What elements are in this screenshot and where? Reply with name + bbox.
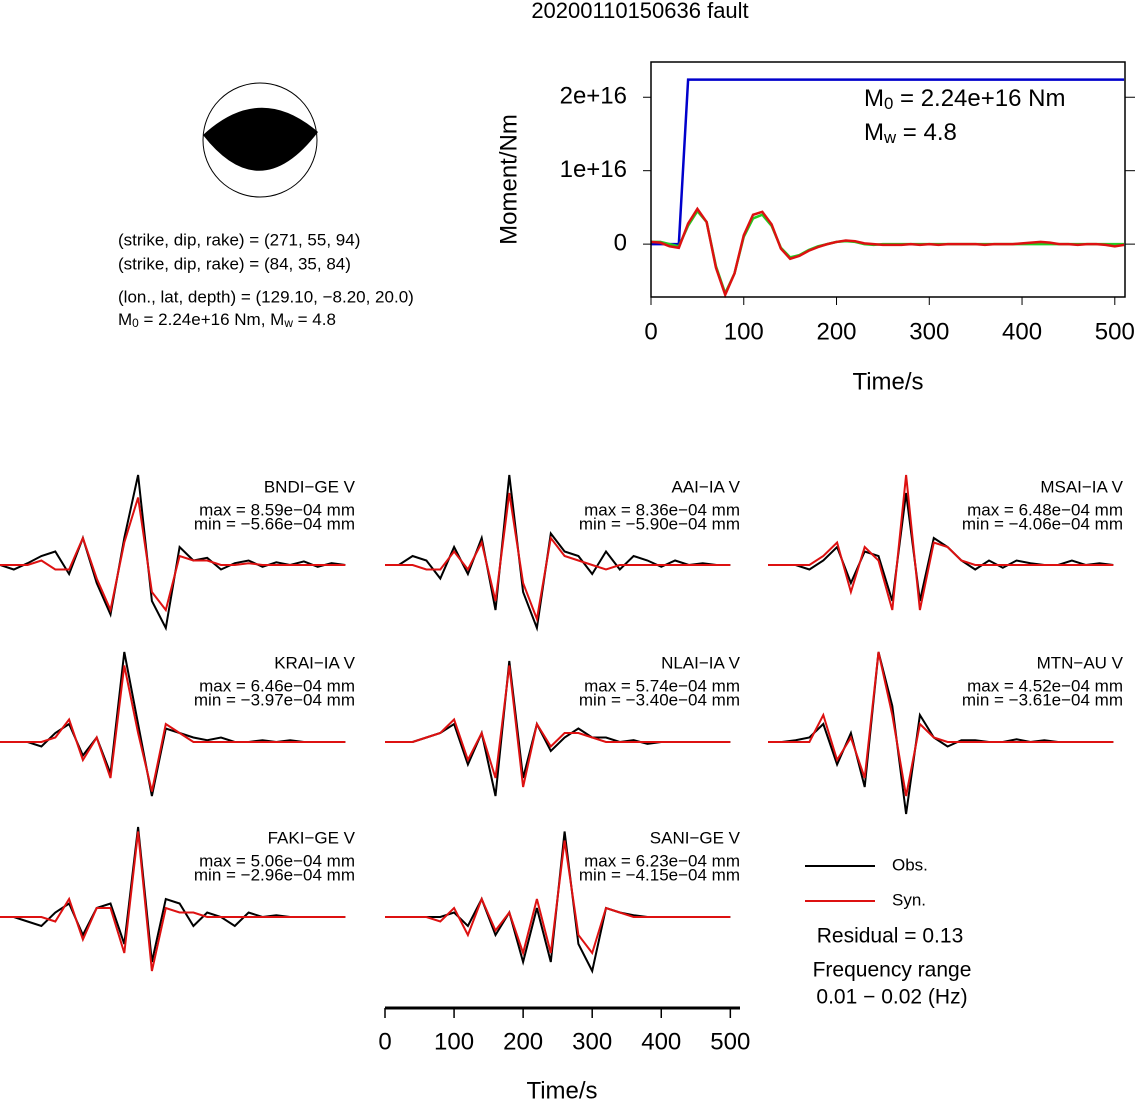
synthetic-trace: [385, 665, 731, 788]
text-part: = 4.8: [293, 310, 336, 329]
x-tick-label: 300: [909, 318, 949, 345]
text-part: M: [864, 85, 884, 112]
location: (lon., lat, depth) = (129.10, −8.20, 20.…: [118, 287, 414, 306]
min-label: min = −3.97e−04 mm: [194, 690, 355, 709]
legend-label: Obs.: [892, 855, 928, 874]
station-name: NLAI−IA V: [661, 653, 741, 672]
text-part: = 4.8: [896, 119, 957, 146]
x-axis-label: Time/s: [852, 368, 923, 395]
x-axis-label: Time/s: [526, 1077, 597, 1104]
station-name: BNDI−GE V: [264, 477, 356, 496]
x-tick-label: 200: [816, 318, 856, 345]
residual: Residual = 0.13: [817, 925, 964, 948]
frequency-range: 0.01 − 0.02 (Hz): [816, 986, 967, 1009]
x-tick-label: 200: [503, 1028, 543, 1055]
x-tick-label: 0: [644, 318, 657, 345]
figure-title: 20200110150636 fault: [531, 0, 748, 23]
observed-trace: [385, 474, 731, 632]
min-label: min = −5.66e−04 mm: [194, 514, 355, 533]
max-label: max = 8.59e−04 mm: [199, 500, 355, 519]
plane-2: (strike, dip, rake) = (84, 35, 84): [118, 254, 351, 273]
min-label: min = −3.40e−04 mm: [579, 690, 740, 709]
max-label: max = 5.74e−04 mm: [584, 676, 740, 695]
y-tick-label: 0: [614, 229, 627, 256]
subscript: 0: [884, 94, 893, 113]
max-label: max = 4.52e−04 mm: [967, 676, 1123, 695]
annotation: M0 = 2.24e+16 Nm: [864, 85, 1065, 112]
annotation: Mw = 4.8: [864, 119, 957, 146]
synthetic-trace: [768, 474, 1114, 611]
max-label: max = 6.23e−04 mm: [584, 851, 740, 870]
x-tick-label: 100: [724, 318, 764, 345]
min-label: min = −2.96e−04 mm: [194, 865, 355, 884]
observed-trace: [0, 651, 346, 797]
max-label: max = 6.48e−04 mm: [967, 500, 1123, 519]
plot-frame: [650, 61, 1126, 298]
station-name: KRAI−IA V: [274, 653, 355, 672]
synthetic-trace: [0, 831, 346, 972]
min-label: min = −3.61e−04 mm: [962, 690, 1123, 709]
x-tick-label: 100: [434, 1028, 474, 1055]
min-label: min = −4.06e−04 mm: [962, 514, 1123, 533]
station-name: AAI−IA V: [671, 477, 740, 496]
max-label: max = 8.36e−04 mm: [584, 500, 740, 519]
station-name: MSAI−IA V: [1040, 477, 1123, 496]
observed-trace: [0, 474, 346, 632]
x-tick-label: 500: [710, 1028, 750, 1055]
x-tick-label: 400: [641, 1028, 681, 1055]
synthetic-trace: [768, 651, 1114, 797]
text-part: = 2.24e+16 Nm: [893, 85, 1065, 112]
station-name: SANI−GE V: [650, 828, 741, 847]
max-label: max = 5.06e−04 mm: [199, 851, 355, 870]
x-tick-label: 0: [378, 1028, 391, 1055]
legend-label: Syn.: [892, 890, 926, 909]
x-tick-label: 500: [1095, 318, 1135, 345]
subscript: 0: [132, 316, 139, 330]
station-name: MTN−AU V: [1037, 653, 1124, 672]
synthetic-trace: [385, 492, 731, 623]
y-tick-label: 1e+16: [560, 156, 627, 183]
moment-line: [651, 208, 1125, 297]
text-part: = 2.24e+16 Nm, M: [139, 310, 285, 329]
moment-line: [650, 206, 1125, 299]
subscript: w: [883, 128, 897, 147]
synthetic-trace: [0, 497, 346, 614]
text-part: M: [864, 119, 884, 146]
synthetic-trace: [0, 665, 346, 792]
x-tick-label: 400: [1002, 318, 1042, 345]
min-label: min = −5.90e−04 mm: [579, 514, 740, 533]
synthetic-trace: [385, 840, 731, 957]
beachball-compression: [203, 107, 318, 171]
max-label: max = 6.46e−04 mm: [199, 676, 355, 695]
y-axis-label: Moment/Nm: [495, 114, 522, 245]
text-part: M: [118, 310, 132, 329]
frequency-range: Frequency range: [813, 959, 972, 982]
y-tick-label: 2e+16: [560, 83, 627, 110]
min-label: min = −4.15e−04 mm: [579, 865, 740, 884]
magnitude: M0 = 2.24e+16 Nm, Mw = 4.8: [118, 310, 336, 330]
x-tick-label: 300: [572, 1028, 612, 1055]
plane-1: (strike, dip, rake) = (271, 55, 94): [118, 230, 360, 249]
moment-line: [651, 78, 1125, 246]
station-name: FAKI−GE V: [268, 828, 356, 847]
subscript: w: [283, 316, 293, 330]
